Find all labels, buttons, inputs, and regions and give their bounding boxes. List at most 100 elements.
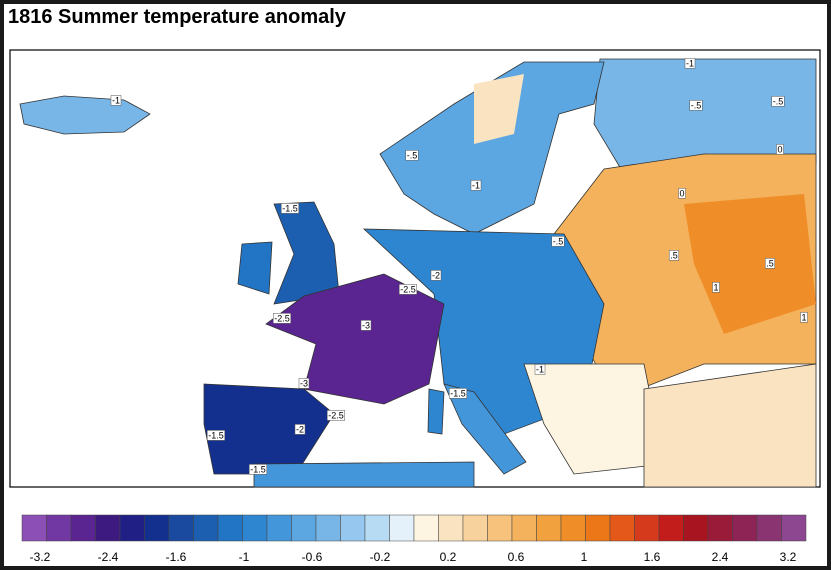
contour-label: -3: [300, 378, 308, 388]
contour-label: .5: [670, 250, 678, 260]
contour-label: -.5: [691, 100, 702, 110]
colorbar-swatch: [119, 514, 145, 542]
contour-label-box: [430, 270, 442, 281]
colorbar-swatch: [95, 514, 121, 542]
colorbar: -3.2 -2.4 -1.6 -1 -0.6 -0.2 0.2 0.6 1 1.6 2.4 3.2: [21, 514, 807, 564]
contour-label: -2.5: [328, 410, 344, 420]
map-land: [19, 58, 817, 488]
region-ireland: [237, 241, 273, 295]
contour-label: -1: [536, 364, 544, 374]
colorbar-swatch: [609, 514, 635, 542]
contour-label: 1: [713, 282, 718, 292]
region-italy: [443, 383, 527, 475]
colorbar-swatch: [756, 514, 782, 542]
contour-label: -2.5: [400, 284, 416, 294]
colorbar-swatch: [193, 514, 219, 542]
colorbar-swatch: [340, 514, 366, 542]
colorbar-swatch: [389, 514, 415, 542]
contour-label-box: [689, 100, 703, 111]
contour-label-box: [206, 430, 226, 441]
colorbar-tick-label: 1: [581, 550, 588, 564]
contour-label: -2: [296, 424, 304, 434]
region-norway-warm: [474, 74, 524, 144]
contour-label-box: [405, 150, 419, 161]
contour-label-box: [110, 95, 122, 106]
colorbar-tick-label: -1.6: [166, 550, 187, 564]
colorbar-swatch: [413, 514, 439, 542]
colorbar-swatch: [266, 514, 292, 542]
colorbar-tick-label: -0.6: [302, 550, 323, 564]
colorbar-swatch: [732, 514, 758, 542]
region-north-africa: [253, 461, 475, 488]
colorbar-swatch: [168, 514, 194, 542]
contour-label-box: [776, 144, 784, 155]
contour-label: -1.5: [250, 464, 266, 474]
colorbar-swatch: [21, 514, 47, 542]
colorbar-tick-label: -0.2: [370, 550, 391, 564]
colorbar-tick-label: 1.6: [644, 550, 661, 564]
colorbar-tick-label: -2.4: [98, 550, 119, 564]
colorbar-tick-label: -3.2: [30, 550, 51, 564]
colorbar-swatch: [511, 514, 537, 542]
contour-label: .5: [766, 258, 774, 268]
contour-label-box: [298, 378, 310, 389]
colorbar-tick-label: -1: [239, 550, 250, 564]
contour-label-box: [771, 96, 785, 107]
colorbar-swatch: [70, 514, 96, 542]
map-title: 1816 Summer temperature anomaly: [8, 6, 346, 28]
region-scandinavia: [379, 61, 605, 235]
colorbar-swatch: [585, 514, 611, 542]
contour-label: -2.5: [274, 313, 290, 323]
colorbar-tick-label: 2.4: [712, 550, 729, 564]
contour-label-box: [668, 250, 680, 261]
colorbar-swatch: [560, 514, 586, 542]
contour-label: -1.5: [208, 430, 224, 440]
region-france: [265, 273, 445, 405]
contour-label-box: [470, 180, 482, 191]
contour-label-box: [280, 203, 300, 214]
colorbar-swatch: [364, 514, 390, 542]
colorbar-swatch: [144, 514, 170, 542]
region-anatolia: [643, 363, 817, 488]
contour-label: -1: [472, 180, 480, 190]
contour-labels: -1 -.5 -.5 -1 -1.5 -2 -2.5 -3 -2.5 -3 -2…: [110, 58, 808, 475]
region-corsica-sardinia: [427, 388, 445, 435]
contour-label: -3: [362, 320, 370, 330]
map-figure: -1 -.5 -.5 -1 -1.5 -2 -2.5 -3 -2.5 -3 -2…: [9, 49, 821, 564]
contour-label-box: [551, 236, 565, 247]
contour-label-box: [272, 313, 292, 324]
contour-label-box: [800, 312, 808, 323]
contour-label-box: [712, 282, 720, 293]
contour-label: -1: [686, 58, 694, 68]
colorbar-swatch: [462, 514, 488, 542]
contour-label-box: [764, 258, 776, 269]
contour-label: -1.5: [450, 388, 466, 398]
contour-label: 0: [679, 188, 684, 198]
contour-label-box: [534, 364, 546, 375]
colorbar-swatch: [536, 514, 562, 542]
contour-label: -1.5: [282, 203, 298, 213]
contour-label: -.5: [773, 96, 784, 106]
colorbar-swatch: [658, 514, 684, 542]
contour-label-box: [448, 388, 468, 399]
contour-label-box: [294, 424, 306, 435]
colorbar-swatch: [315, 514, 341, 542]
contour-label: -1: [112, 95, 120, 105]
colorbar-swatch: [634, 514, 660, 542]
colorbar-tick-label: 0.6: [508, 550, 525, 564]
region-east-core: [684, 194, 816, 334]
contour-label-box: [360, 320, 372, 331]
colorbar-swatch: [217, 514, 243, 542]
contour-label-box: [326, 410, 346, 421]
colorbar-swatch: [46, 514, 72, 542]
colorbar-tick-label: 0.2: [440, 550, 457, 564]
colorbar-swatch: [707, 514, 733, 542]
colorbar-swatch: [781, 514, 807, 542]
contour-label: 1: [801, 312, 806, 322]
colorbar-swatch: [291, 514, 317, 542]
contour-label: 0: [777, 144, 782, 154]
colorbar-tick-label: 3.2: [780, 550, 797, 564]
colorbar-swatch: [683, 514, 709, 542]
contour-label-box: [248, 464, 268, 475]
